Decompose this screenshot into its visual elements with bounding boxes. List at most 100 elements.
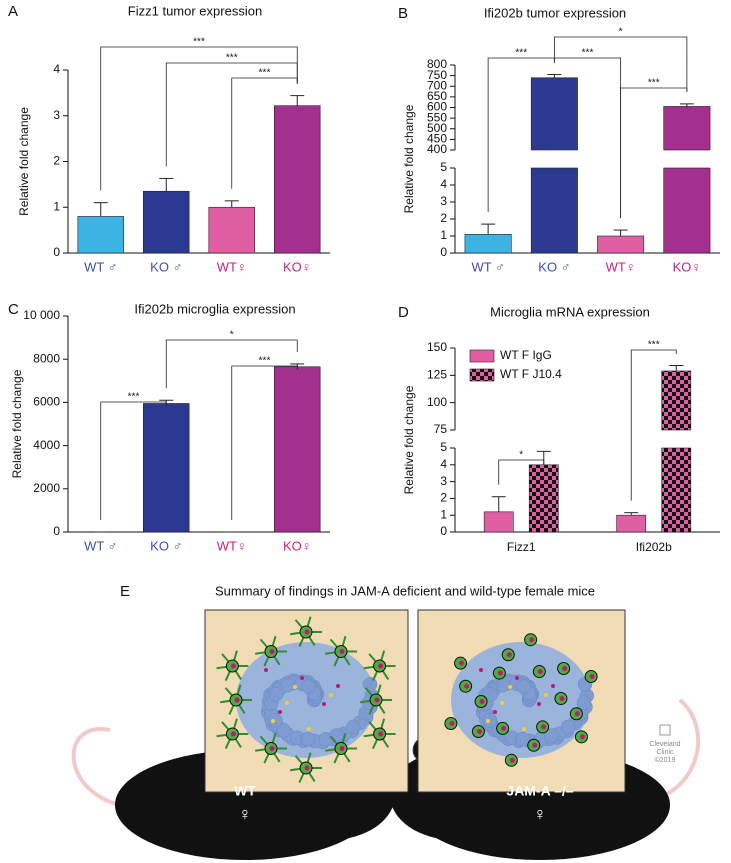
- tumor-cell: [516, 679, 531, 694]
- dot: [479, 668, 483, 672]
- y-axis-label: Relative fold change: [402, 104, 416, 213]
- logo-text: Clinic: [656, 749, 674, 756]
- microglia-nucleus: [374, 697, 380, 703]
- logo-mark: [659, 724, 671, 736]
- significance-label: *: [519, 450, 523, 461]
- dot: [293, 685, 297, 689]
- bar: [530, 167, 578, 254]
- microglia-nucleus: [304, 765, 310, 771]
- microglia-nucleus: [464, 683, 470, 689]
- microglia-nucleus: [476, 728, 482, 734]
- y-tick-label: 2: [440, 211, 447, 225]
- dot: [285, 701, 289, 705]
- y-tick-label: 4: [440, 457, 447, 471]
- dot: [486, 719, 490, 723]
- y-tick-label: 0: [53, 245, 60, 259]
- illustration: E Summary of findings in JAM-A deficient…: [71, 583, 701, 860]
- microglia-nucleus: [378, 731, 384, 737]
- y-tick-label: 750: [427, 68, 447, 82]
- tumor-cell: [362, 677, 378, 692]
- tumor-cell: [329, 728, 344, 743]
- microglia-nucleus: [537, 669, 543, 675]
- tumor-cell: [560, 719, 576, 735]
- tail: [71, 727, 121, 807]
- dot: [522, 727, 526, 731]
- y-tick-label: 600: [427, 100, 447, 114]
- illustration-title: Summary of findings in JAM-A deficient a…: [215, 583, 595, 598]
- tumor-cell: [345, 719, 361, 735]
- microglia-nucleus: [234, 697, 240, 703]
- dot: [329, 693, 333, 697]
- significance-label: ***: [128, 392, 140, 403]
- y-tick-label: 400: [427, 142, 447, 156]
- dot: [544, 693, 548, 697]
- x-tick-label: KO ♂: [150, 259, 182, 274]
- bar: [274, 105, 321, 254]
- dot: [500, 701, 504, 705]
- panel-letter: E: [120, 583, 130, 600]
- microglia-nucleus: [378, 663, 384, 669]
- significance-label: ***: [259, 356, 271, 367]
- x-tick-label: WT♀: [217, 259, 247, 274]
- microglia-nucleus: [459, 660, 465, 666]
- x-tick-label: WT ♂: [84, 538, 117, 553]
- legend-swatch: [469, 368, 495, 382]
- microglia-nucleus: [574, 711, 580, 717]
- panel-letter: B: [398, 5, 408, 22]
- y-tick-label: 4: [53, 62, 60, 76]
- microglia-nucleus: [304, 629, 310, 635]
- y-tick-label: 8000: [33, 351, 60, 365]
- dot: [508, 685, 512, 689]
- mouse-sex: ♀: [533, 804, 547, 824]
- significance-label: *: [619, 27, 623, 38]
- y-tick-label: 10 000: [23, 308, 60, 322]
- tumor-cell: [495, 677, 511, 693]
- y-tick-label: 2000: [33, 481, 60, 495]
- y-tick-label: 800: [427, 57, 447, 71]
- y-tick-label: 5: [440, 440, 447, 454]
- dot: [278, 710, 282, 714]
- chart-title: Ifi202b microglia expression: [134, 301, 295, 316]
- bar: [143, 190, 190, 254]
- legend-label: WT F J10.4: [500, 367, 562, 381]
- microglia-nucleus: [501, 725, 507, 731]
- dot: [271, 719, 275, 723]
- bar: [483, 511, 514, 533]
- microglia-nucleus: [509, 757, 515, 763]
- microglia-nucleus: [269, 649, 275, 655]
- bar: [77, 216, 124, 254]
- y-axis-label: Relative fold change: [10, 369, 24, 478]
- microglia-nucleus: [269, 745, 275, 751]
- significance-bracket: [231, 77, 298, 189]
- tumor-cell: [267, 713, 283, 728]
- bar: [663, 167, 711, 254]
- dot: [322, 702, 326, 706]
- significance-bracket: [630, 349, 677, 501]
- logo-text: ©2019: [655, 756, 676, 764]
- chart-title: Ifi202b tumor expression: [484, 5, 626, 20]
- legend-swatch: [469, 349, 495, 363]
- bar: [528, 464, 559, 533]
- microglia-nucleus: [559, 695, 565, 701]
- microglia-nucleus: [230, 731, 236, 737]
- significance-bracket: [100, 401, 167, 520]
- tumor-cell: [482, 713, 498, 728]
- tumor-cell: [515, 731, 530, 747]
- significance-bracket: [620, 87, 688, 219]
- chart-title: Fizz1 tumor expression: [128, 3, 262, 18]
- microglia-nucleus: [532, 742, 538, 748]
- y-tick-label: 1: [53, 199, 60, 213]
- microglia-nucleus: [497, 670, 503, 676]
- x-tick-label: KO ♂: [150, 538, 182, 553]
- panel-letter: C: [8, 301, 19, 318]
- dot: [551, 684, 555, 688]
- tumor-cell: [301, 679, 316, 694]
- y-tick-label: 100: [427, 395, 447, 409]
- microglia-nucleus: [506, 652, 512, 658]
- bar: [661, 447, 692, 533]
- y-tick-label: 5: [440, 160, 447, 174]
- y-tick-label: 3: [53, 108, 60, 122]
- tumor-cell: [576, 695, 592, 710]
- tumor-cell: [483, 687, 499, 702]
- y-tick-label: 2: [440, 491, 447, 505]
